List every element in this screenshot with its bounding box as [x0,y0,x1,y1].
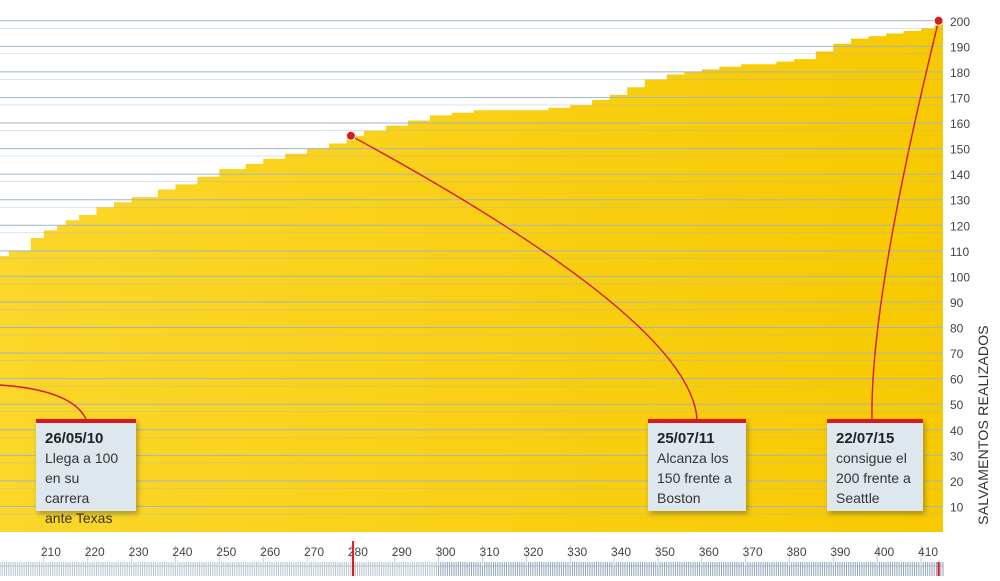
x-tick-label: 230 [129,545,149,559]
x-tick-label: 240 [172,545,192,559]
annotation-text: Alcanza los 150 frente a Boston [657,450,732,506]
y-tick-label: 170 [950,91,970,105]
x-tick-label: 220 [85,545,105,559]
x-tick-label: 210 [41,545,61,559]
y-tick-label: 20 [950,475,964,489]
x-tick-label: 250 [216,545,236,559]
x-tick-label: 320 [523,545,543,559]
y-tick-label: 50 [950,398,964,412]
x-tick-label: 280 [348,545,368,559]
annotation-callout: 26/05/10 Llega a 100 en su carrera ante … [36,419,136,526]
annotation-date: 26/05/10 [45,430,104,447]
milestone-marker [933,15,944,26]
y-tick-label: 90 [950,296,964,310]
y-tick-label: 130 [950,194,970,208]
y-tick-label: 190 [950,40,970,54]
y-tick-label: 180 [950,66,970,80]
y-tick-label: 40 [950,424,964,438]
y-tick-label: 10 [950,500,964,514]
y-tick-label: 70 [950,347,964,361]
x-tick-label: 410 [918,545,938,559]
annotation-date: 25/07/11 [657,430,715,447]
x-tick-label: 290 [392,545,412,559]
x-tick-label: 310 [479,545,499,559]
x-tick-label: 270 [304,545,324,559]
x-tick-label: 360 [699,545,719,559]
annotation-callout: 25/07/11 Alcanza los 150 frente a Boston [648,419,746,511]
y-tick-label: 80 [950,322,964,336]
annotation-connector [871,20,940,420]
x-tick-label: 350 [655,545,675,559]
y-tick-label: 30 [950,449,964,463]
x-tick-label: 300 [436,545,456,559]
y-tick-label: 200 [950,15,970,29]
x-tick-label: 260 [260,545,280,559]
y-tick-label: 120 [950,219,970,233]
y-tick-label: 160 [950,117,970,131]
x-tick-label: 330 [567,545,587,559]
annotation-callout: 22/07/15 consigue el 200 frente a Seattl… [827,419,923,511]
annotation-text: consigue el 200 frente a Seattle [836,450,911,506]
y-tick-label: 150 [950,143,970,157]
x-tick-label: 370 [743,545,763,559]
x-tick-label: 390 [830,545,850,559]
y-tick-label: 100 [950,270,970,284]
x-tick-label: 400 [874,545,894,559]
annotation-connector [0,384,87,420]
y-tick-label: 140 [950,168,970,182]
annotation-text: Llega a 100 en su carrera ante Texas [45,450,119,526]
x-tick-label: 380 [786,545,806,559]
y-tick-label: 110 [950,245,969,259]
milestone-marker [345,130,356,141]
annotation-date: 22/07/15 [836,430,895,447]
y-tick-label: 60 [950,373,964,387]
y-axis-label: SALVAMENTOS REALIZADOS [975,325,991,525]
x-tick-label: 340 [611,545,631,559]
annotation-connector [350,135,698,420]
